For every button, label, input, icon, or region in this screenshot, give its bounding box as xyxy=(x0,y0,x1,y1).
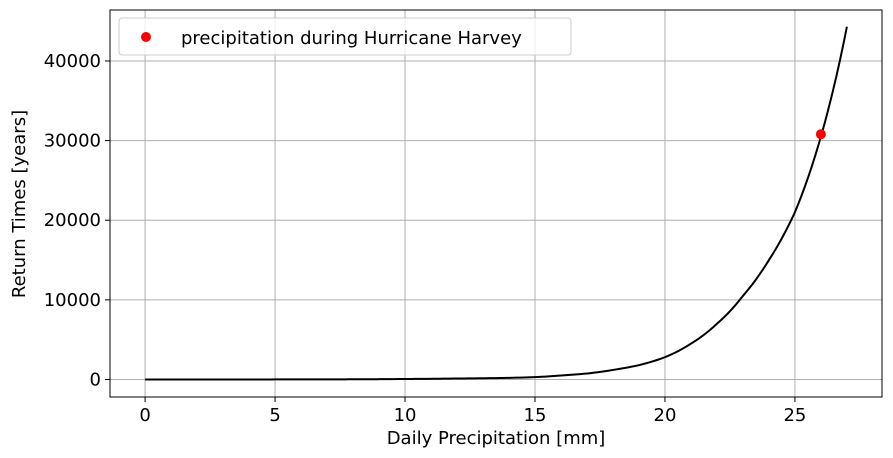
series-points xyxy=(815,129,826,140)
plot-frame xyxy=(109,9,883,398)
legend: precipitation during Hurricane Harvey xyxy=(118,17,572,56)
y-axis-ticks: 0 10000 20000 30000 40000 xyxy=(44,51,110,390)
legend-marker-hurricane-harvey xyxy=(141,32,151,42)
return-time-curve xyxy=(145,26,848,381)
y-tick-label: 30000 xyxy=(44,131,101,152)
y-tick-label: 10000 xyxy=(44,290,101,311)
y-tick-label: 20000 xyxy=(44,210,101,231)
y-tick-label: 40000 xyxy=(44,51,101,72)
hurricane-harvey-point xyxy=(815,129,826,140)
legend-label-hurricane-harvey: precipitation during Hurricane Harvey xyxy=(181,28,522,49)
x-tick-label: 5 xyxy=(269,405,280,426)
x-tick-label: 20 xyxy=(654,405,677,426)
x-tick-label: 15 xyxy=(524,405,547,426)
y-tick-label: 0 xyxy=(90,369,101,390)
x-axis-label: Daily Precipitation [mm] xyxy=(387,428,606,449)
x-tick-label: 10 xyxy=(394,405,417,426)
x-tick-label: 25 xyxy=(783,405,806,426)
x-axis-ticks: 0 5 10 15 20 25 xyxy=(139,397,806,426)
y-axis-label: Return Times [years] xyxy=(9,110,30,298)
x-tick-label: 0 xyxy=(139,405,150,426)
series-lines xyxy=(145,26,848,381)
plot-background xyxy=(110,10,882,397)
legend-box xyxy=(118,17,572,56)
